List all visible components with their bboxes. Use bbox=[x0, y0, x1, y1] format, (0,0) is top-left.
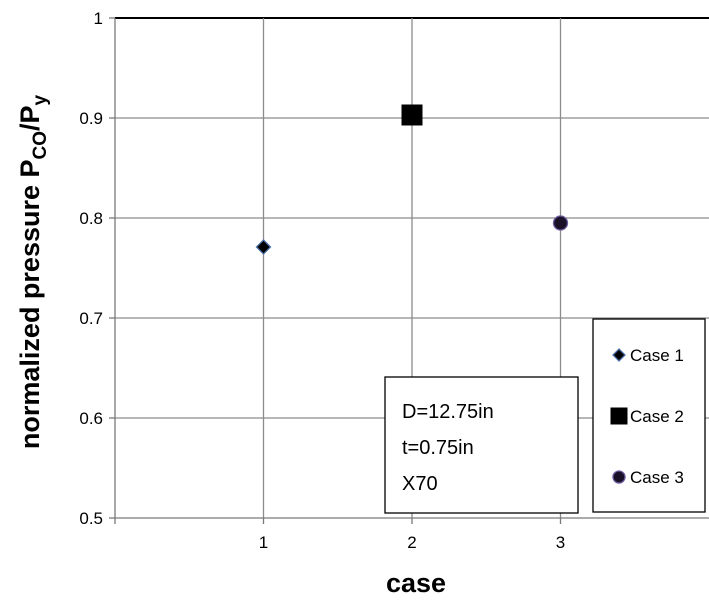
legend-label-case-1: Case 1 bbox=[630, 346, 684, 365]
x-tick-label: 2 bbox=[407, 533, 416, 552]
legend-marker-case-1 bbox=[612, 348, 626, 362]
annotation-box: D=12.75in t=0.75in X70 bbox=[384, 376, 579, 514]
data-points bbox=[255, 104, 569, 255]
y-axis-title-mid: /P bbox=[15, 105, 45, 131]
y-axis-title-main: normalized pressure P bbox=[15, 159, 45, 449]
data-point-case-1 bbox=[255, 239, 272, 255]
y-tick-label: 1 bbox=[94, 9, 103, 28]
annotation-line: D=12.75in bbox=[402, 401, 494, 423]
x-tick-labels: 1 2 3 bbox=[259, 533, 565, 552]
y-axis-title: normalized pressure PCO/Py bbox=[15, 94, 51, 449]
y-axis-title-sub1: CO bbox=[30, 131, 51, 160]
legend-label-case-3: Case 3 bbox=[630, 468, 684, 487]
legend-marker-case-2 bbox=[610, 407, 628, 425]
y-tick-label: 0.7 bbox=[79, 309, 103, 328]
axes bbox=[109, 17, 709, 524]
data-point-case-3 bbox=[552, 215, 569, 231]
x-tick-label: 3 bbox=[556, 533, 565, 552]
y-tick-label: 0.5 bbox=[79, 509, 103, 528]
x-axis-title: case bbox=[386, 568, 446, 598]
legend: Case 1 Case 2 Case 3 bbox=[592, 318, 706, 513]
annotation-line: t=0.75in bbox=[402, 437, 474, 459]
grid-lines bbox=[115, 17, 709, 518]
legend-label-case-2: Case 2 bbox=[630, 407, 684, 426]
data-point-case-2 bbox=[401, 104, 423, 126]
y-tick-labels: 0.5 0.6 0.7 0.8 0.9 1 bbox=[79, 9, 103, 528]
y-tick-label: 0.6 bbox=[79, 409, 103, 428]
y-axis-title-sub2: y bbox=[30, 94, 51, 105]
annotation-line: X70 bbox=[402, 473, 438, 495]
legend-marker-case-3 bbox=[612, 470, 626, 484]
x-tick-label: 1 bbox=[259, 533, 268, 552]
y-tick-label: 0.9 bbox=[79, 109, 103, 128]
y-tick-label: 0.8 bbox=[79, 209, 103, 228]
